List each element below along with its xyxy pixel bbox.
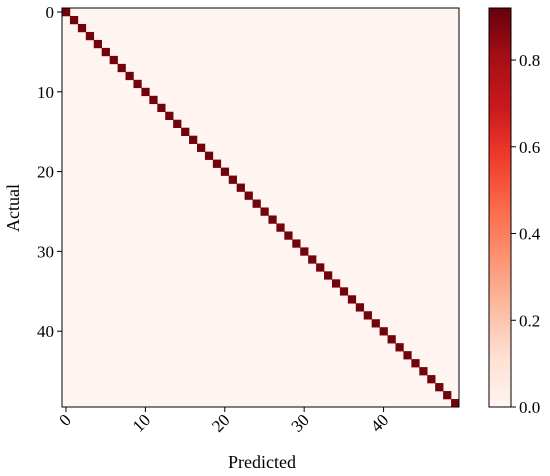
y-tick-label: 10	[37, 83, 54, 102]
heatmap-cell	[133, 79, 142, 89]
heatmap-cell	[69, 15, 79, 25]
heatmap-cell	[427, 375, 436, 384]
heatmap-cell	[244, 191, 253, 200]
heatmap-cell	[196, 143, 206, 152]
heatmap-cell	[204, 151, 214, 160]
colorbar-gradient	[488, 7, 512, 408]
colorbar-tick-label: 0.0	[519, 398, 540, 417]
heatmap-cell	[165, 111, 174, 121]
y-tick-label: 30	[37, 242, 54, 261]
heatmap-cell	[149, 95, 158, 105]
colorbar-tick-label: 0.6	[519, 138, 540, 157]
colorbar-ticks: 0.0 0.2 0.4 0.6 0.8	[511, 51, 541, 417]
x-tick-label: 0	[55, 410, 74, 429]
y-axis-label: Actual	[3, 184, 23, 232]
heatmap-cell	[371, 319, 380, 328]
heatmap-cell	[125, 71, 134, 81]
heatmap-cell	[157, 103, 166, 113]
heatmap-cell	[395, 343, 404, 352]
heatmap-cell	[387, 335, 396, 344]
heatmap-cell	[220, 167, 230, 176]
x-tick-label: 40	[367, 410, 392, 435]
heatmap-cell	[379, 327, 388, 336]
heatmap-cell	[419, 367, 428, 376]
heatmap-cell	[300, 247, 309, 256]
colorbar: 0.0 0.2 0.4 0.6 0.8	[488, 7, 541, 417]
heatmap-cell	[77, 23, 87, 33]
heatmap-cell	[316, 263, 325, 272]
heatmap-cell	[173, 119, 182, 128]
y-axis-ticks: 0 10 20 30 40	[37, 3, 62, 341]
heatmap-cell	[252, 199, 261, 208]
x-axis-label: Predicted	[228, 452, 296, 472]
heatmap	[61, 7, 460, 408]
heatmap-cell	[101, 47, 110, 57]
heatmap-cell	[236, 183, 245, 192]
heatmap-cell	[308, 255, 317, 264]
heatmap-cell	[347, 295, 357, 304]
heatmap-cell	[435, 383, 444, 392]
heatmap-frame	[61, 7, 460, 408]
heatmap-cell	[268, 215, 277, 224]
colorbar-tick-label: 0.4	[519, 225, 541, 244]
heatmap-cell	[85, 31, 95, 41]
heatmap-cell	[443, 391, 452, 400]
heatmap-cell	[141, 87, 150, 97]
heatmap-cell	[109, 55, 118, 65]
x-tick-label: 20	[208, 410, 233, 435]
heatmap-cell	[355, 303, 365, 312]
heatmap-cell	[260, 207, 269, 216]
heatmap-cell	[403, 351, 412, 360]
x-tick-label: 30	[288, 410, 313, 435]
heatmap-cell	[62, 8, 71, 17]
x-axis-ticks: 0 10 20 30 40	[55, 407, 392, 436]
heatmap-cell	[324, 271, 333, 280]
diagonal-cells	[62, 8, 460, 408]
heatmap-cell	[212, 159, 222, 168]
heatmap-cell	[284, 231, 293, 240]
heatmap-cell	[181, 127, 190, 136]
heatmap-cell	[363, 311, 372, 320]
x-tick-label: 10	[129, 410, 154, 435]
colorbar-tick-label: 0.8	[519, 51, 540, 70]
y-tick-label: 20	[37, 163, 54, 182]
heatmap-cell	[276, 223, 285, 232]
y-tick-label: 40	[37, 322, 54, 341]
heatmap-cell	[331, 279, 341, 288]
y-tick-label: 0	[46, 3, 55, 22]
heatmap-cell	[292, 239, 301, 248]
heatmap-cell	[451, 399, 460, 408]
heatmap-cell	[117, 63, 126, 73]
heatmap-cell	[189, 135, 198, 144]
heatmap-cell	[93, 39, 102, 49]
heatmap-cell	[228, 175, 237, 184]
heatmap-cell	[339, 287, 349, 296]
heatmap-cell	[411, 359, 420, 368]
colorbar-tick-label: 0.2	[519, 311, 540, 330]
